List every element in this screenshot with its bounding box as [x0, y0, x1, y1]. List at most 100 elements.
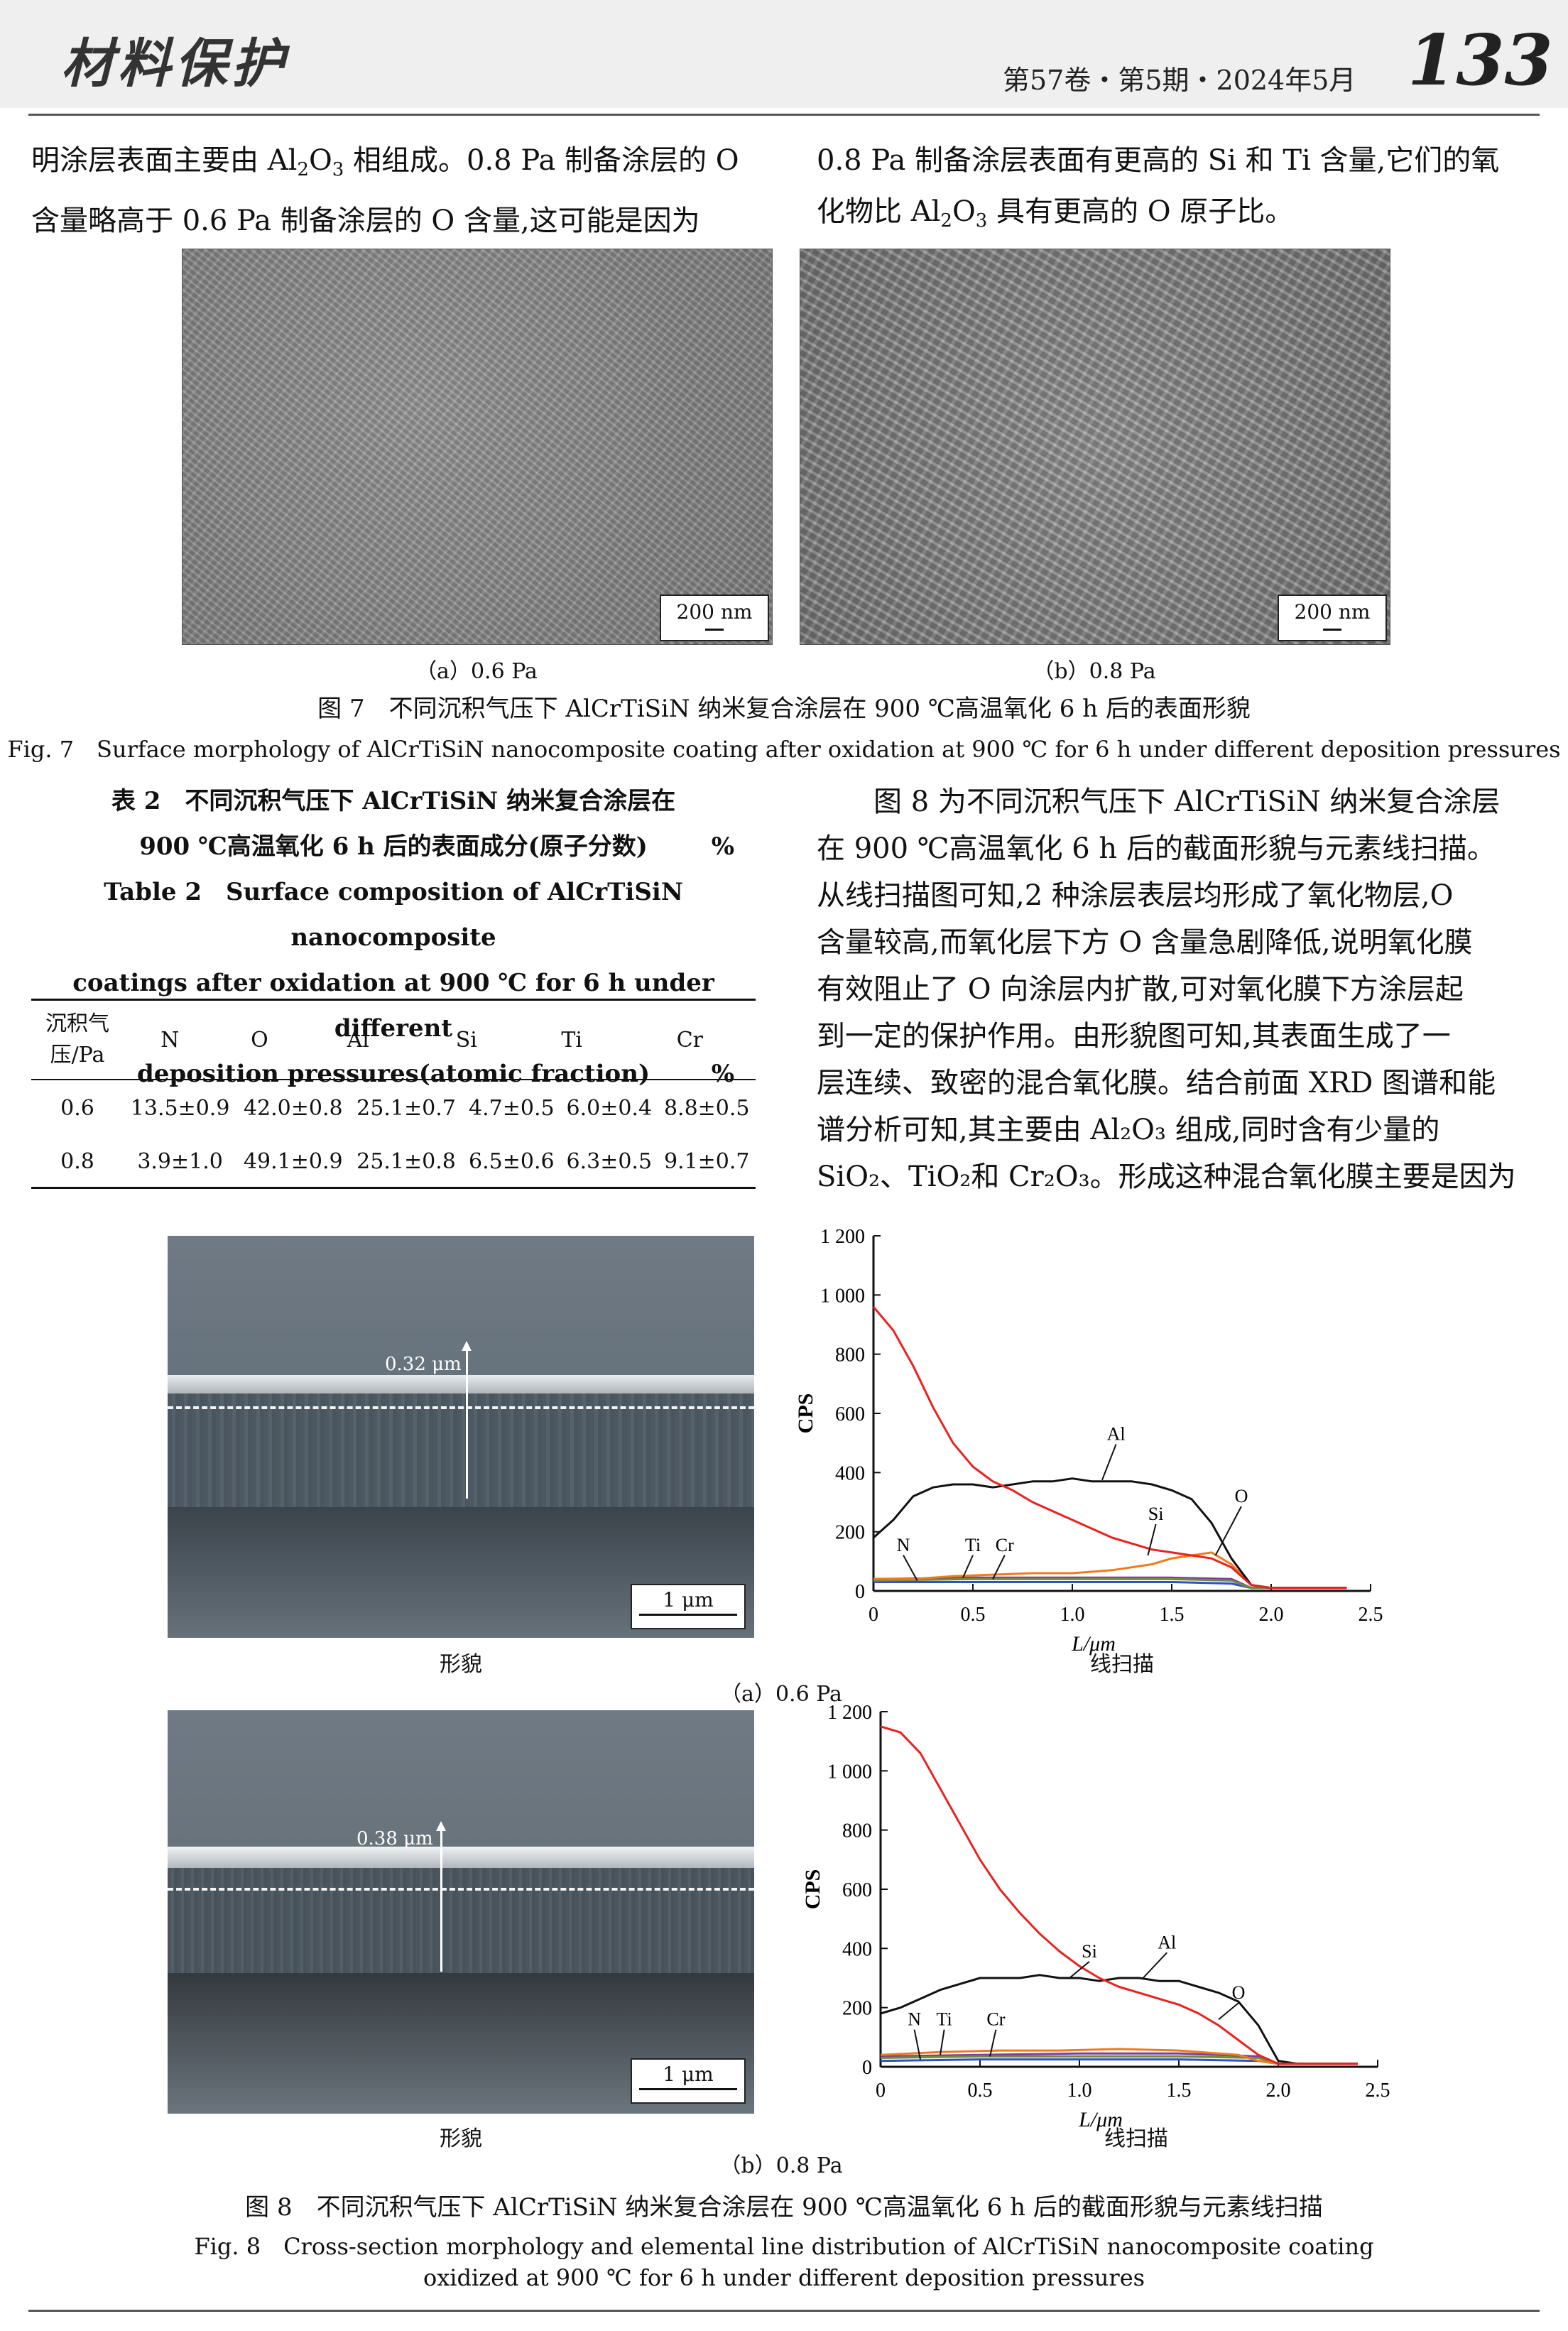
x-tick-label: 0.5 — [961, 1604, 986, 1626]
table-cell: 4.7±0.5 — [469, 1095, 555, 1121]
series-leader-line — [1101, 1444, 1117, 1481]
table2-title-en-3-row: deposition pressures(atomic fraction) % — [31, 1051, 756, 1097]
y-tick-label: 600 — [835, 1403, 865, 1425]
scale-bar — [639, 2088, 737, 2090]
right-body-text: 图 8 为不同沉积气压下 AlCrTiSiN 纳米复合涂层 在 900 ℃高温氧… — [817, 786, 1516, 1193]
arrow-head-icon — [436, 1821, 446, 1831]
scale-bar — [639, 1614, 737, 1616]
table-cell: 42.0±0.8 — [243, 1095, 343, 1121]
series-leader-line — [962, 1555, 974, 1578]
series-label-O: O — [1232, 1982, 1246, 2003]
series-label-Si: Si — [1148, 1504, 1164, 1524]
y-axis-label: CPS — [801, 1869, 824, 1910]
y-tick-label: 600 — [842, 1879, 872, 1901]
scale-label: 1 μm — [663, 1588, 714, 1612]
fig8-caption-en-1: Fig. 8 Cross-section morphology and elem… — [194, 2233, 1374, 2260]
series-line-Al — [880, 1974, 1358, 2065]
table-row: 0.6 13.5±0.9 42.0±0.8 25.1±0.7 4.7±0.5 6… — [31, 1080, 756, 1136]
table2-title-en-1: Table 2 Surface composition of AlCrTiSiN… — [104, 878, 683, 952]
series-leader-line — [903, 1555, 918, 1581]
scale-label: 1 μm — [663, 2063, 714, 2086]
table-cell: 0.6 — [60, 1095, 94, 1121]
scale-bar — [1323, 629, 1341, 631]
series-line-Al — [873, 1477, 1347, 1590]
table-cell: 25.1±0.8 — [356, 1148, 456, 1174]
table2-title-cn-2-row: 900 ℃高温氧化 6 h 后的表面成分(原子分数) % — [31, 824, 756, 869]
y-tick-label: 200 — [835, 1522, 865, 1544]
series-line-O — [872, 1306, 1347, 1590]
cross-section-image-0.6pa: 0.32 μm 1 μm — [168, 1236, 754, 1638]
x-tick-label: 0 — [869, 1604, 878, 1626]
series-label-Al: Al — [1158, 1932, 1176, 1952]
table-cell: 3.9±1.0 — [137, 1148, 223, 1174]
thickness-label: 0.38 μm — [356, 1828, 433, 1849]
fig8-caption-en-2: oxidized at 900 ℃ for 6 h under differen… — [423, 2264, 1145, 2291]
table-header-cell: O — [251, 1027, 268, 1053]
morph-label: 形貌 — [440, 2126, 482, 2151]
table2-title-en-3: deposition pressures(atomic fraction) — [136, 1060, 650, 1088]
morph-label: 形貌 — [440, 1652, 482, 1677]
thickness-arrow — [440, 1830, 442, 1972]
x-axis-label: L/μm — [1071, 1632, 1116, 1656]
scale-bar-box: 1 μm — [631, 2058, 746, 2104]
header-divider — [28, 114, 1540, 116]
series-leader-line — [1218, 2002, 1239, 2021]
y-tick-label: 1 000 — [820, 1285, 865, 1307]
fig8-panel-a-label: （a）0.6 Pa — [720, 1682, 842, 1707]
x-tick-label: 0.5 — [968, 2080, 993, 2102]
series-label-N: N — [897, 1535, 910, 1555]
issue-info: 第57卷・第5期・2024年5月 — [1003, 65, 1356, 96]
sem-image-0.8pa: 200 nm — [800, 249, 1390, 645]
y-tick-label: 1 200 — [827, 1702, 872, 1724]
table2-title-en-2: coatings after oxidation at 900 ℃ for 6 … — [72, 969, 714, 1043]
table-row: 0.8 3.9±1.0 49.1±0.9 25.1±0.8 6.5±0.6 6.… — [31, 1136, 756, 1187]
y-tick-label: 1 000 — [827, 1761, 872, 1783]
scale-bar-box: 200 nm — [660, 594, 769, 641]
scale-label: 200 nm — [1294, 600, 1371, 624]
series-leader-line — [992, 1555, 1006, 1580]
series-line-O — [880, 1725, 1358, 2065]
table-cell: 8.8±0.5 — [663, 1095, 750, 1121]
x-axis-label: L/μm — [1078, 2108, 1123, 2131]
footer-divider — [28, 2310, 1540, 2312]
series-label-O: O — [1235, 1486, 1248, 1506]
table-header-cell: Cr — [676, 1027, 703, 1053]
page-number: 133 — [1408, 20, 1553, 102]
table2: 沉积气 压/Pa N O Al Si Ti Cr 0.6 13.5±0.9 42… — [31, 999, 756, 1189]
table-cell: 6.3±0.5 — [566, 1148, 653, 1174]
sem-image-0.6pa: 200 nm — [182, 249, 773, 645]
scan-label: 线扫描 — [1090, 1652, 1154, 1677]
table-cell: 9.1±0.7 — [663, 1148, 750, 1174]
table-cell: 25.1±0.7 — [356, 1095, 456, 1121]
scale-bar-box: 200 nm — [1278, 594, 1387, 641]
y-axis-label: CPS — [794, 1393, 817, 1434]
table-cell: 6.0±0.4 — [566, 1095, 653, 1121]
table2-unit: % — [711, 1060, 734, 1088]
x-tick-label: 2.0 — [1259, 1604, 1284, 1626]
thickness-label: 0.32 μm — [385, 1354, 462, 1375]
x-tick-label: 2.0 — [1266, 2080, 1291, 2102]
line-scan-chart-0.8pa: 0 200 400 600 800 1 000 1 200 0 0.5 1.0 1.5 2.0 2.5 C… — [801, 1702, 1390, 2131]
series-leader-line — [1147, 1523, 1157, 1556]
series-leader-line — [940, 2029, 945, 2055]
y-tick-label: 0 — [862, 2057, 872, 2079]
fig7-caption-en: Fig. 7 Surface morphology of AlCrTiSiN n… — [7, 736, 1561, 763]
series-label-Al: Al — [1107, 1424, 1126, 1445]
series-leader-line — [1142, 1952, 1167, 1979]
table-header-cell: Ti — [561, 1027, 582, 1053]
plot-area — [873, 1236, 1371, 1591]
fig7-caption-cn: 图 7 不同沉积气压下 AlCrTiSiN 纳米复合涂层在 900 ℃高温氧化 … — [317, 695, 1251, 723]
y-tick-label: 1 200 — [820, 1226, 865, 1248]
y-tick-label: 400 — [842, 1938, 872, 1960]
table-cell: 6.5±0.6 — [469, 1148, 555, 1174]
table2-title-cn-1: 表 2 不同沉积气压下 AlCrTiSiN 纳米复合涂层在 — [111, 787, 676, 815]
table-header-cell: Si — [455, 1027, 477, 1053]
scale-bar-box: 1 μm — [631, 1584, 746, 1629]
series-label-Ti: Ti — [936, 2009, 952, 2030]
y-tick-label: 800 — [835, 1344, 865, 1366]
plot-area — [881, 1712, 1378, 2067]
scale-bar — [705, 629, 724, 631]
series-leader-line — [1214, 1506, 1242, 1556]
x-tick-label: 1.0 — [1060, 1604, 1085, 1626]
x-tick-label: 1.5 — [1167, 2080, 1192, 2102]
